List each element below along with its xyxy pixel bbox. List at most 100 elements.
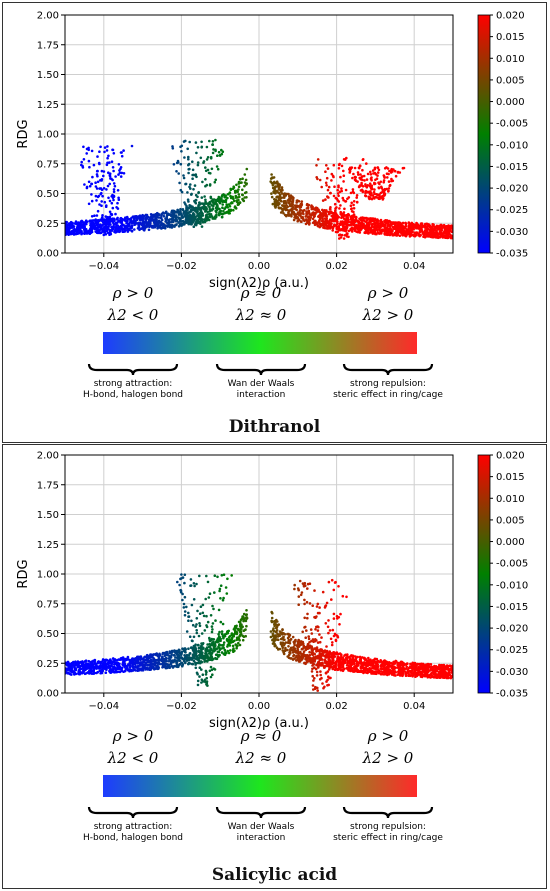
data-point (401, 221, 405, 225)
data-point (221, 206, 224, 209)
data-point (436, 225, 440, 229)
data-point (368, 220, 372, 224)
data-point (165, 224, 168, 227)
data-point (205, 158, 209, 161)
data-point (153, 213, 157, 217)
data-point (362, 222, 365, 226)
data-point (223, 207, 226, 211)
data-point (221, 150, 225, 153)
data-point (412, 225, 416, 229)
data-point (207, 645, 211, 649)
data-point (137, 221, 141, 225)
data-point (327, 196, 330, 199)
data-point (453, 233, 456, 236)
data-point (157, 212, 160, 216)
data-point (111, 196, 115, 200)
data-point (105, 188, 108, 191)
data-point (118, 171, 122, 175)
data-point (277, 206, 281, 210)
data-point (349, 191, 353, 195)
data-point (229, 187, 232, 191)
data-point (454, 237, 457, 240)
data-point (214, 206, 218, 210)
data-point (416, 663, 419, 666)
data-point (102, 170, 106, 173)
data-point (149, 213, 153, 216)
data-point (441, 235, 445, 239)
data-point (114, 658, 117, 662)
data-point (455, 226, 458, 229)
data-point (134, 669, 138, 672)
data-point (212, 646, 216, 650)
data-point (184, 651, 187, 654)
panel-dithranol: −0.04 −0.02 0.00 0.02 0.04 0.00 0.25 0.50 0.75 1.… (2, 2, 547, 443)
data-point (204, 184, 207, 188)
data-point (206, 643, 209, 646)
data-point (280, 196, 283, 199)
data-point (360, 670, 363, 674)
data-point (104, 215, 108, 218)
data-point (329, 206, 332, 209)
data-point (305, 203, 309, 207)
data-point (223, 195, 226, 199)
data-point (214, 214, 218, 217)
data-point (286, 205, 290, 208)
data-point (177, 213, 181, 216)
data-point (347, 220, 351, 224)
data-point (384, 224, 387, 227)
data-point (130, 229, 133, 233)
y-tick-label: 0.75 (37, 159, 59, 170)
data-point (78, 228, 82, 232)
data-point (80, 671, 84, 675)
data-point (130, 226, 134, 230)
data-point (237, 198, 240, 202)
data-point (109, 212, 113, 216)
data-point (358, 184, 362, 187)
data-point (90, 219, 93, 222)
data-point (107, 154, 110, 158)
x-tick-label: 0.02 (325, 261, 347, 272)
data-point (347, 229, 351, 233)
colorbar-tick-label: -0.030 (496, 227, 528, 238)
data-point (390, 232, 393, 236)
data-point (90, 227, 93, 231)
data-point (139, 667, 142, 671)
data-point (373, 166, 377, 170)
data-point (232, 634, 236, 638)
data-point (447, 232, 451, 235)
data-point (96, 155, 99, 158)
data-point (278, 197, 281, 201)
data-point (135, 218, 139, 222)
data-point (241, 197, 244, 201)
data-point (105, 222, 108, 226)
data-point (408, 223, 412, 227)
data-point (128, 663, 132, 667)
data-point (187, 168, 190, 171)
data-point (370, 197, 374, 200)
data-point (345, 226, 348, 230)
data-point (275, 618, 278, 622)
data-point (364, 194, 368, 198)
data-point (245, 196, 248, 199)
data-point (201, 642, 205, 645)
data-point (87, 180, 91, 184)
data-point (364, 189, 368, 193)
data-point (350, 207, 353, 211)
data-point (85, 230, 89, 233)
data-point (394, 174, 398, 178)
data-point (206, 156, 210, 159)
data-point (350, 228, 354, 232)
data-point (296, 647, 299, 650)
data-point (200, 202, 204, 205)
data-point (237, 203, 241, 206)
data-point (101, 194, 104, 198)
data-point (352, 210, 355, 214)
data-point (315, 206, 319, 210)
data-point (426, 228, 430, 231)
data-point (454, 225, 457, 228)
data-point (105, 204, 108, 207)
data-point (237, 637, 240, 640)
data-point (366, 172, 370, 176)
data-point (87, 159, 91, 163)
data-point (331, 229, 335, 232)
